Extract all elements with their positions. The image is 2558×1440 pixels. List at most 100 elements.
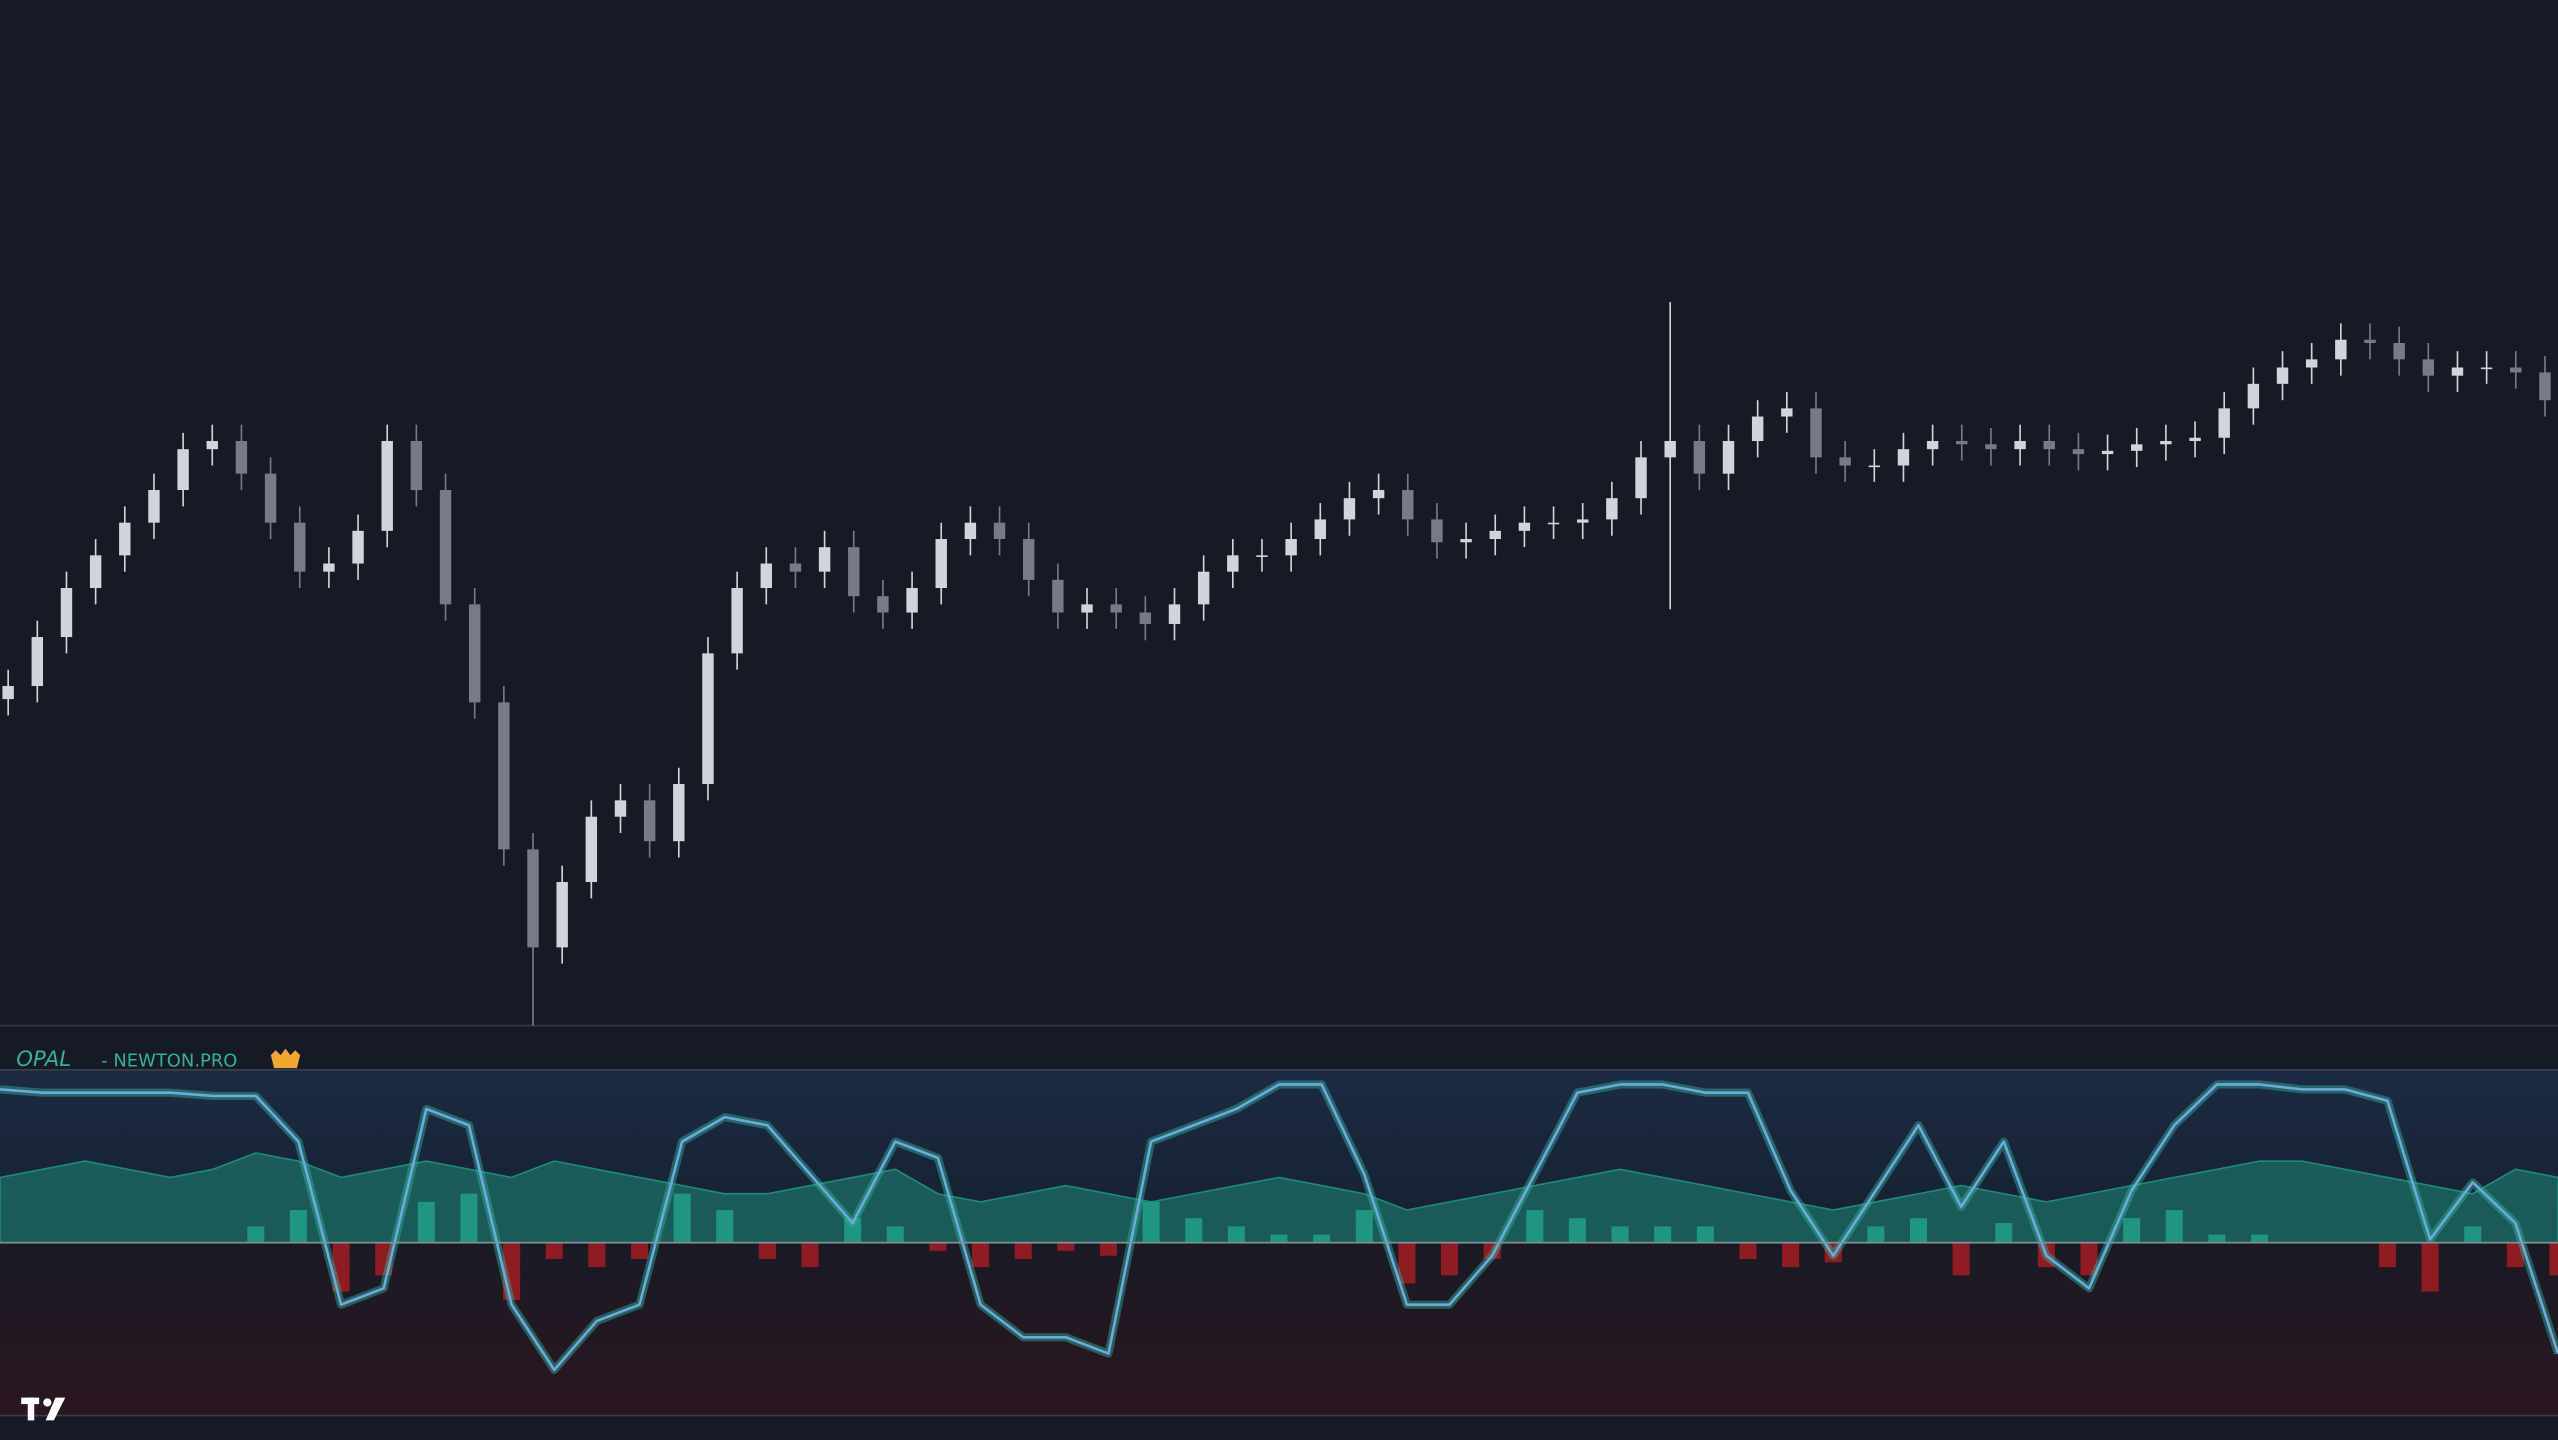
- candle-body: [119, 522, 131, 556]
- candle-body: [935, 539, 947, 589]
- candle-body: [964, 522, 977, 540]
- histogram-bar: [801, 1242, 819, 1268]
- candle-body: [993, 522, 1006, 540]
- candle-body: [1022, 539, 1035, 580]
- candle-body: [2072, 449, 2085, 455]
- oscillator-line: [0, 1083, 2558, 1372]
- candle-body: [585, 816, 598, 883]
- candle-body: [323, 563, 335, 572]
- candle-body: [1985, 444, 1997, 450]
- histogram-bar: [1398, 1242, 1416, 1284]
- candle-body: [1314, 519, 1327, 540]
- histogram-bar: [588, 1242, 606, 1268]
- candle-body: [848, 547, 860, 597]
- candle-body: [702, 653, 714, 785]
- histogram-bar: [630, 1242, 649, 1259]
- candle-body: [1868, 465, 1881, 468]
- candle-body: [381, 441, 393, 531]
- candle-body: [2247, 383, 2260, 409]
- candle-body: [1956, 441, 1968, 445]
- candle-body: [2014, 441, 2026, 450]
- candle-body: [1168, 604, 1181, 624]
- candle-body: [2276, 367, 2289, 384]
- candle-body: [410, 441, 423, 491]
- candle-body: [89, 555, 102, 589]
- candle-body: [673, 784, 685, 842]
- candle-body: [1489, 530, 1501, 540]
- candle-body: [818, 547, 831, 572]
- candle-body: [2131, 444, 2143, 451]
- candle-body: [2539, 372, 2551, 401]
- candle-body: [1926, 441, 1939, 450]
- histogram-bar: [1014, 1242, 1032, 1259]
- candle-body: [2101, 450, 2114, 455]
- histogram-bar: [758, 1242, 776, 1259]
- candle-body: [1897, 449, 1910, 466]
- candle-body: [468, 604, 481, 703]
- candle-body: [2393, 343, 2405, 360]
- candle-body: [1460, 539, 1472, 543]
- candle-body: [1402, 490, 1414, 520]
- candle-body: [731, 588, 743, 654]
- candle-body: [439, 490, 452, 605]
- area: [0, 1152, 2558, 1244]
- candle-body: [2, 686, 14, 700]
- histogram-bar: [1441, 1242, 1459, 1276]
- candle-body: [264, 473, 277, 523]
- candle-body: [2364, 339, 2376, 344]
- candle-body: [498, 702, 510, 850]
- histogram-bar: [332, 1242, 350, 1292]
- histogram-bar: [1782, 1242, 1800, 1268]
- histogram-bar: [1952, 1242, 1970, 1276]
- candle-body: [527, 849, 539, 948]
- candle-body: [1110, 604, 1122, 613]
- candle-body: [2189, 437, 2201, 442]
- histogram-bar: [929, 1242, 947, 1251]
- candle-body: [789, 563, 802, 572]
- candle-body: [177, 449, 189, 491]
- candle-body: [1197, 571, 1210, 605]
- candle-body: [1372, 490, 1385, 499]
- candle-body: [294, 522, 306, 572]
- histogram-bar: [2506, 1242, 2524, 1268]
- candle-body: [2510, 367, 2522, 373]
- histogram-bar: [2080, 1242, 2098, 1276]
- logo: [21, 1397, 66, 1421]
- candle-body: [1839, 457, 1851, 466]
- candle-body: [1664, 441, 1676, 458]
- candle-body: [1781, 408, 1793, 417]
- candle-body: [877, 596, 889, 613]
- candle-body: [1052, 579, 1064, 613]
- histogram-bar: [1099, 1242, 1117, 1256]
- candle-body: [235, 441, 248, 474]
- candle-body: [614, 800, 627, 817]
- candle-body: [760, 563, 772, 589]
- candle-body: [1635, 457, 1647, 499]
- histogram-bar: [1739, 1242, 1757, 1259]
- candle-body: [1256, 555, 1268, 557]
- candle-body: [1081, 604, 1093, 613]
- candle-body: [906, 588, 918, 613]
- candle-body: [1227, 555, 1239, 572]
- candle-body: [31, 637, 44, 687]
- candle-body: [1722, 441, 1735, 474]
- candle-body: [206, 441, 218, 450]
- main-pane: [0, 0, 2558, 1026]
- candle-body: [1606, 498, 1618, 520]
- candle-body: [643, 800, 656, 842]
- histogram-bar: [2421, 1242, 2439, 1292]
- candle-body: [148, 490, 160, 523]
- candle-body: [1343, 498, 1356, 520]
- candle-body: [2043, 441, 2055, 450]
- crown-icon: [270, 1048, 301, 1069]
- candle-body: [2218, 408, 2230, 438]
- candle-body: [2451, 367, 2464, 376]
- candle-body: [2305, 359, 2318, 368]
- lower-zone: [0, 1242, 2558, 1416]
- candle-body: [2160, 441, 2172, 445]
- histogram-bar: [2549, 1242, 2558, 1276]
- histogram-bar: [2378, 1242, 2396, 1268]
- indicator-title: OPAL: [16, 1046, 71, 1071]
- candle-body: [556, 882, 568, 948]
